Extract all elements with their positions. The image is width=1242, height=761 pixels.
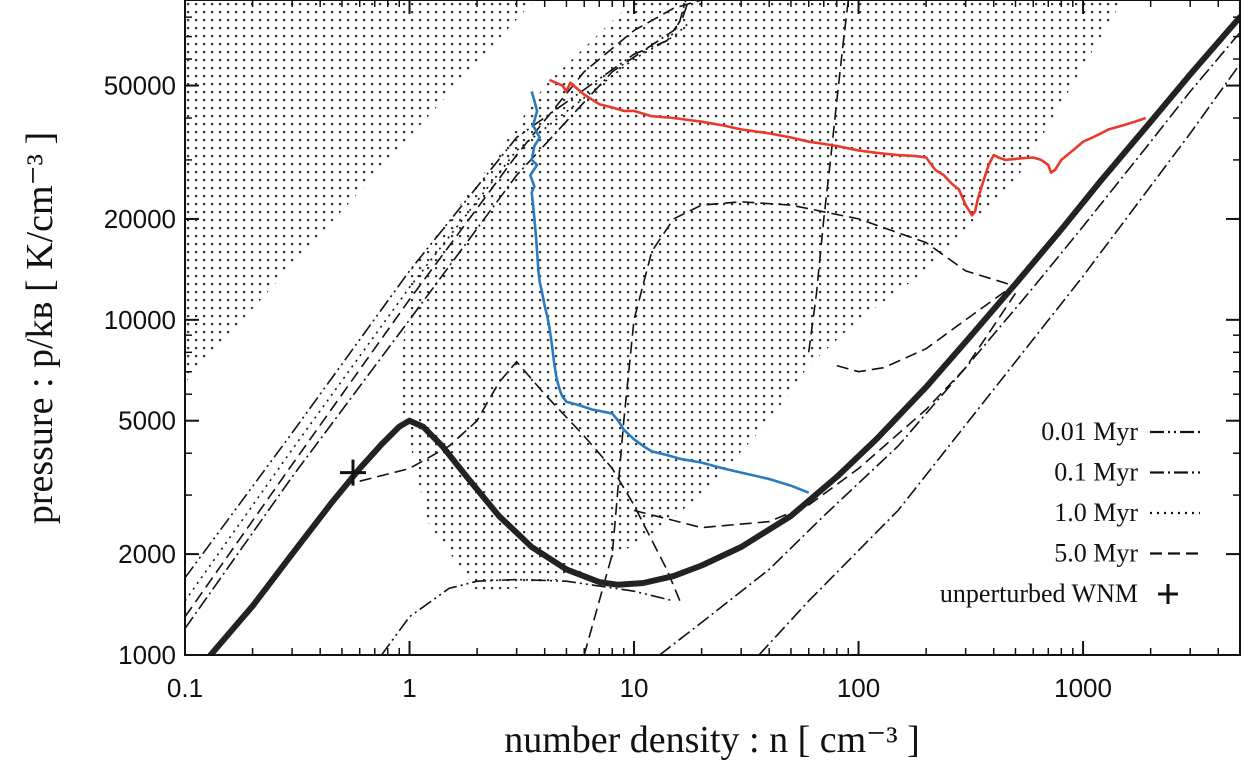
isochrone-dashed-branch-0 (185, 0, 702, 618)
isochrone-dashed-branch-5 (836, 283, 1016, 373)
x-tick-label: 1 (402, 673, 416, 703)
isochrone-curves (185, 0, 1240, 655)
equilibrium-curve (207, 14, 1240, 655)
isochrone-dash-dot-dot-branch-1 (380, 578, 674, 655)
stippled-region-1 (399, 0, 1123, 592)
x-tick-label: 100 (837, 673, 880, 703)
x-tick-label: 10 (620, 673, 649, 703)
trajectory-series (529, 78, 1147, 494)
legend-label: 0.01 Myr (1041, 417, 1138, 446)
trajectory-series-0 (529, 91, 810, 494)
isochrone-dashed-branch-3 (807, 0, 850, 353)
y-tick-label: 2000 (118, 539, 176, 569)
isochrone-dashed-branch-4 (633, 292, 1017, 529)
equilibrium-curve-line (207, 14, 1240, 655)
x-tick-label: 0.1 (167, 673, 203, 703)
axis-ticks: 0.1 1 10 100 1000 1000 2000 5000 10000 20000 50000 (104, 0, 1240, 703)
isochrone-dashed-branch-2 (583, 200, 1016, 655)
stippled-region-0 (185, 0, 535, 383)
legend-label: unperturbed WNM (940, 579, 1138, 608)
isochrone-dash-dot-branch-2 (758, 63, 1240, 655)
y-tick-label: 5000 (118, 406, 176, 436)
isochrone-dashed-branch-1 (359, 360, 681, 602)
stippled-regions (185, 0, 1123, 592)
y-axis-label: pressure : p/kʙ [ K/cm⁻³ ] (19, 132, 61, 524)
isochrone-dash-dot-branch-0 (185, 0, 690, 629)
y-tick-label: 20000 (104, 204, 176, 234)
legend-label: 5.0 Myr (1054, 539, 1138, 568)
unperturbed-wnm-marker (339, 459, 366, 486)
plot-frame (184, 0, 1241, 656)
x-tick-label: 1000 (1054, 673, 1112, 703)
legend-label: 1.0 Myr (1054, 498, 1138, 527)
legend: 0.01 Myr 0.1 Myr 1.0 Myr 5.0 Myr unperturbed… (940, 417, 1200, 608)
y-tick-label: 10000 (104, 305, 176, 335)
trajectory-series-1 (548, 78, 1147, 217)
y-tick-label: 50000 (104, 71, 176, 101)
legend-label: 0.1 Myr (1054, 458, 1138, 487)
isochrone-dash-dot-dot-branch-0 (185, 0, 687, 579)
y-tick-label: 1000 (118, 640, 176, 670)
x-axis-label: number density : n [ cm⁻³ ] (504, 719, 920, 761)
legend-swatch-plus (1158, 584, 1178, 604)
unperturbed-wnm-point (339, 459, 366, 486)
